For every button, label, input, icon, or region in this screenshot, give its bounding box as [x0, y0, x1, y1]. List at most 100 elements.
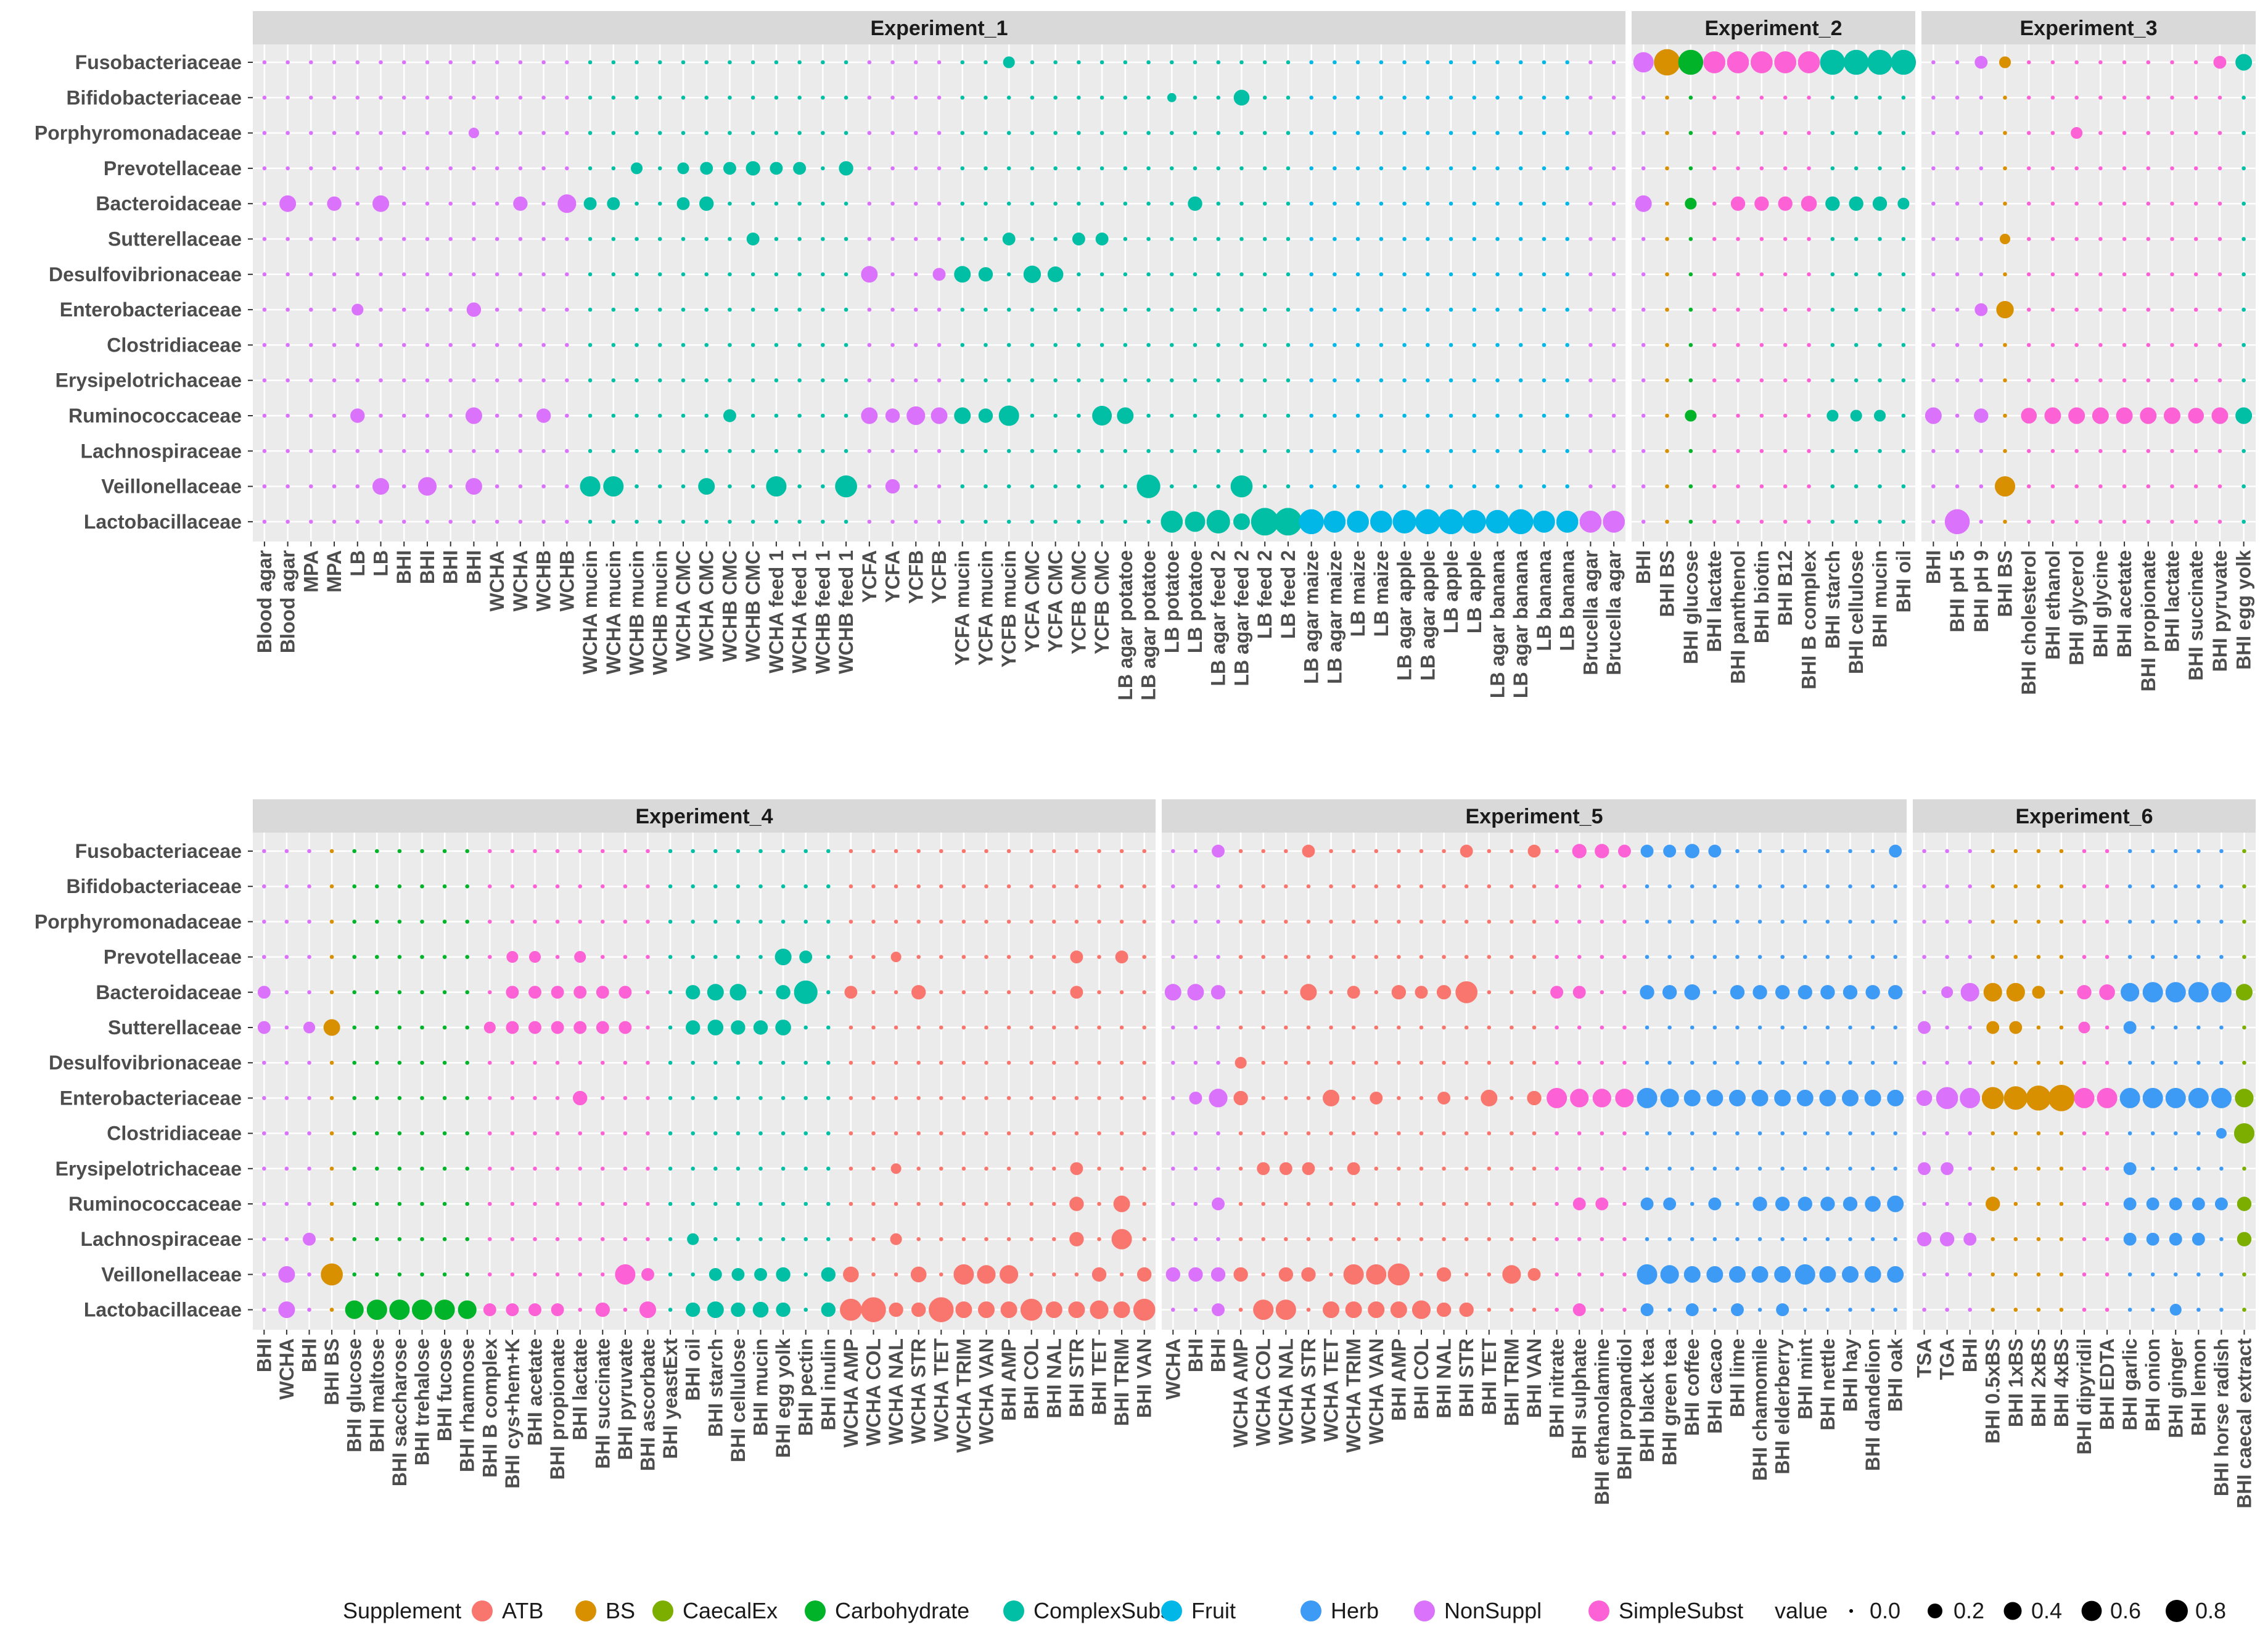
data-point [646, 1060, 650, 1065]
data-point [1425, 378, 1430, 383]
data-point [937, 307, 942, 312]
data-point [1355, 166, 1360, 171]
data-point [1419, 1060, 1424, 1065]
x-tick-label: LB feed 2 [1254, 550, 1276, 639]
data-point [510, 1060, 515, 1065]
data-point [635, 237, 639, 241]
data-point [1878, 378, 1882, 383]
data-point [1665, 484, 1669, 488]
data-point [1333, 484, 1337, 488]
data-point [691, 1166, 696, 1171]
data-point [1565, 272, 1569, 277]
data-point [844, 413, 848, 418]
data-point [916, 920, 921, 924]
data-point [1448, 343, 1453, 347]
data-point [1329, 1237, 1333, 1242]
data-point [1239, 272, 1244, 277]
data-point [1053, 201, 1058, 206]
data-point [750, 413, 755, 418]
data-point [611, 343, 616, 347]
data-point [355, 519, 360, 524]
data-point [1402, 131, 1407, 135]
data-point [2146, 95, 2151, 100]
data-point [668, 1060, 673, 1065]
data-point [681, 519, 686, 524]
data-point [262, 237, 267, 241]
data-point [2105, 884, 2110, 889]
data-point [1123, 519, 1128, 524]
x-tick-label: BHI biotin [1751, 550, 1773, 643]
data-point [2122, 201, 2127, 206]
data-point [2173, 1025, 2178, 1030]
data-point [420, 1025, 424, 1030]
data-point [465, 407, 482, 424]
data-point [1030, 448, 1035, 453]
x-tick-label: BHI propionate [546, 1338, 569, 1480]
data-point [1991, 849, 1995, 854]
data-point [588, 519, 593, 524]
data-point [911, 985, 926, 1000]
data-point [1309, 378, 1313, 383]
data-point [937, 378, 942, 383]
data-point [2170, 131, 2174, 135]
data-point [465, 1166, 470, 1171]
data-point [355, 131, 360, 135]
data-point [889, 1302, 903, 1317]
data-point [1351, 1096, 1356, 1100]
panel-background [1921, 44, 2256, 542]
data-point [551, 1303, 564, 1317]
x-tick-label: BHI mucin [1869, 550, 1891, 648]
data-point [1798, 1196, 1812, 1211]
data-point [1712, 484, 1717, 488]
data-point [1146, 378, 1151, 383]
data-point [1712, 307, 1717, 312]
data-point [793, 162, 807, 175]
data-point [797, 60, 802, 65]
data-point [565, 448, 569, 453]
data-point [1783, 307, 1788, 312]
data-point [1442, 849, 1446, 854]
data-point [2013, 955, 2018, 959]
data-point [2026, 378, 2031, 383]
data-point [657, 131, 662, 135]
data-point [1216, 237, 1221, 241]
data-point [1402, 95, 1407, 100]
data-point [1309, 60, 1313, 65]
data-point [611, 413, 616, 418]
data-point [442, 1096, 447, 1100]
data-point [916, 884, 921, 889]
data-point [1309, 343, 1313, 347]
y-tick-label: Desulfovibrionaceae [49, 263, 242, 286]
data-point [1487, 1166, 1492, 1171]
data-point [1615, 1089, 1634, 1108]
data-point [1665, 131, 1669, 135]
data-point [2193, 95, 2198, 100]
data-point [2074, 1087, 2095, 1108]
panel-strip [1913, 799, 2256, 833]
data-point [1169, 378, 1174, 383]
data-point [611, 166, 616, 171]
data-point [1119, 920, 1124, 924]
data-point [425, 307, 430, 312]
legend-title-value: value [1775, 1598, 1828, 1623]
data-point [1712, 955, 1717, 959]
data-point [1955, 60, 1960, 65]
data-point [1402, 307, 1407, 312]
x-tick-label: LB banana [1556, 550, 1579, 651]
data-point [506, 1303, 519, 1317]
data-point [1472, 60, 1477, 65]
data-point [916, 1025, 921, 1030]
data-points [262, 56, 1625, 536]
data-point [1830, 131, 1835, 135]
data-point [774, 413, 779, 418]
data-point [379, 519, 383, 524]
data-point [518, 237, 523, 241]
data-point [1807, 307, 1811, 312]
data-point [1206, 509, 1230, 533]
data-point [2003, 272, 2007, 277]
data-point [401, 307, 406, 312]
x-tick-label: BHI nitrate [1546, 1338, 1568, 1438]
data-point [1216, 1237, 1220, 1242]
data-point [1053, 60, 1058, 65]
data-point [1991, 1237, 1995, 1242]
